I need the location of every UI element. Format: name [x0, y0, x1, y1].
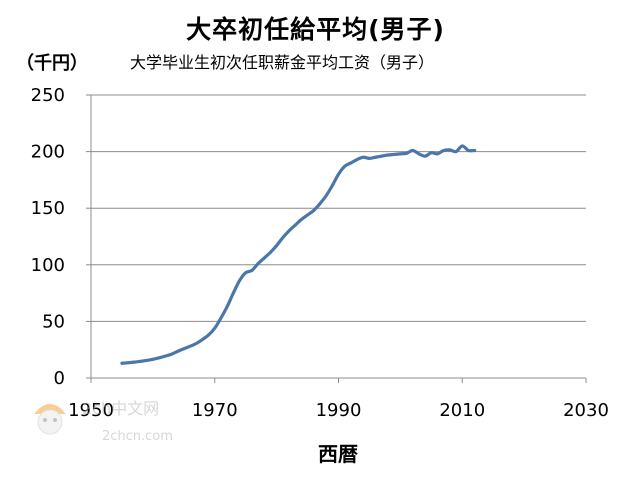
data-point [374, 155, 378, 159]
data-point [188, 344, 192, 348]
data-point [299, 218, 303, 221]
series-line-0 [120, 144, 477, 365]
watermark-url: 2chcn.com [102, 429, 173, 444]
watermark-text: 2ch中文网 [82, 399, 159, 418]
y-tick-label: 0 [54, 368, 65, 389]
data-point [287, 229, 291, 233]
data-point [275, 244, 279, 247]
y-tick-label: 100 [31, 255, 65, 276]
data-point [157, 356, 161, 360]
data-point [219, 316, 223, 320]
x-tick-label: 1950 [68, 400, 114, 421]
y-tick-label: 200 [31, 142, 65, 163]
data-point [176, 349, 180, 353]
data-point [442, 149, 446, 152]
data-point [436, 152, 439, 156]
data-point [448, 148, 452, 152]
data-point [337, 172, 340, 176]
data-point [126, 361, 130, 365]
y-tick-label: 50 [42, 311, 65, 332]
chart-subtitle: 大学毕业生初次任职薪金平均工资（男子） [130, 53, 435, 72]
data-point [460, 144, 464, 148]
data-point [244, 271, 248, 275]
data-point [361, 155, 365, 159]
data-point [151, 357, 155, 361]
data-point [170, 352, 173, 356]
axes [86, 94, 587, 383]
data-point [411, 149, 415, 152]
chart-title: 大卒初任給平均(男子) [186, 15, 445, 44]
data-point [250, 269, 254, 272]
data-point [194, 342, 198, 345]
data-point [368, 156, 371, 160]
data-point [225, 305, 229, 309]
data-point [207, 333, 210, 337]
data-point [473, 149, 477, 152]
data-point [423, 154, 427, 158]
data-point [120, 361, 124, 365]
x-tick-label: 1990 [316, 400, 362, 421]
data-point [132, 360, 136, 364]
watermark: 2ch中文网 2chcn.com [34, 399, 173, 444]
data-point [293, 223, 297, 227]
data-point [139, 359, 142, 363]
data-point [380, 154, 384, 158]
y-tick-label: 150 [31, 198, 65, 219]
y-axis-unit-label: （千円） [16, 53, 88, 74]
data-point [386, 153, 390, 157]
data-point [163, 354, 167, 358]
data-point [256, 262, 260, 266]
data-point [349, 161, 353, 165]
data-point [231, 291, 235, 295]
data-point [306, 213, 309, 217]
data-point [398, 152, 402, 156]
x-axis-label: 西暦 [318, 442, 358, 466]
watermark-logo-icon [34, 404, 66, 435]
data-point [318, 202, 322, 206]
data-point [281, 236, 285, 240]
data-point [182, 347, 186, 351]
data-point [355, 158, 359, 161]
series-group [120, 144, 477, 365]
data-point [262, 256, 266, 260]
x-tick-label: 2010 [439, 400, 485, 421]
data-point [467, 149, 470, 152]
x-tick-label: 1970 [192, 400, 238, 421]
data-point [145, 359, 149, 362]
data-point [417, 152, 421, 156]
data-point [330, 184, 334, 187]
data-point [392, 153, 396, 156]
data-point [324, 194, 328, 198]
data-point [238, 279, 241, 283]
data-point [429, 151, 433, 155]
data-point [213, 326, 217, 330]
data-point [200, 338, 204, 341]
grid-lines [91, 94, 586, 322]
data-point [269, 250, 272, 254]
data-point [454, 150, 458, 154]
tick-labels: 0 50 100 150 200 250 1950 1970 1990 2010 2030 [31, 85, 609, 421]
data-point [343, 164, 347, 168]
x-tick-label: 2030 [563, 400, 609, 421]
data-point [405, 151, 408, 155]
y-tick-label: 250 [31, 85, 65, 106]
data-point [312, 209, 316, 212]
